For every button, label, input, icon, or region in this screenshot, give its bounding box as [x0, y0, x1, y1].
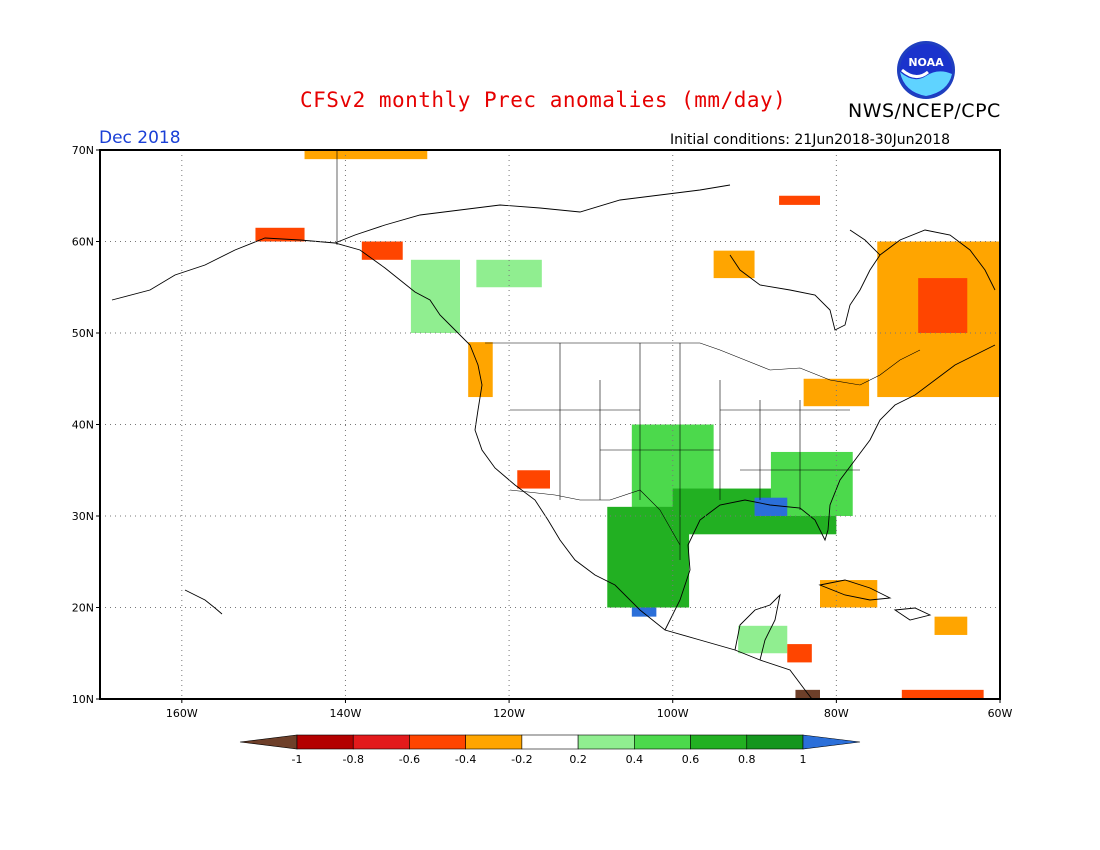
colorbar-label: 0.4: [626, 753, 644, 766]
anomaly-southern-california: [517, 470, 550, 489]
longitude-tick-labels: 160W 140W 120W 100W 80W 60W: [166, 699, 1013, 720]
colorbar-swatch: [352, 734, 410, 750]
lon-tick-label: 120W: [493, 707, 525, 720]
labrador-coast: [879, 229, 996, 291]
anomaly-venezuela-dry: [901, 689, 984, 699]
initial-conditions-label: Initial conditions: 21Jun2018-30Jun2018: [670, 132, 951, 148]
us-canada-border: [485, 342, 921, 386]
anomaly-bc-coast-wet: [410, 259, 460, 333]
anomaly-northern-bc-wet: [476, 259, 542, 288]
arctic-coast: [334, 184, 731, 244]
coastlines: [111, 184, 996, 699]
colorbar-swatch: [577, 734, 635, 750]
anomaly-mexico-central-wet: [607, 506, 690, 608]
colorbar-swatch: [409, 734, 466, 750]
valid-month-label: Dec 2018: [99, 128, 181, 148]
lat-tick-label: 40N: [72, 419, 94, 432]
political-borders: [336, 150, 921, 560]
anomaly-baffin-coast: [779, 195, 820, 205]
colorbar-swatch: [634, 734, 691, 750]
colorbar-swatch: [521, 734, 579, 750]
colorbar-high-arrow: [802, 734, 861, 750]
anomaly-labrador-core: [918, 278, 968, 333]
lat-tick-label: 50N: [72, 327, 94, 340]
anomaly-honduras-dry: [787, 644, 812, 663]
lat-tick-label: 70N: [72, 144, 94, 157]
anomaly-great-lakes: [803, 378, 870, 407]
anomaly-hudson-bay-west: [713, 250, 755, 279]
map-gridlines: [100, 150, 1000, 699]
gulf-coast: [664, 344, 996, 631]
colorbar-swatch: [690, 734, 748, 750]
colorbar-label: 0.2: [569, 753, 587, 766]
colorbar-label: 1: [800, 753, 807, 766]
colorbar-label: -1: [292, 753, 303, 766]
anomaly-puerto-rico-dry: [934, 616, 968, 635]
colorbar-label: -0.4: [455, 753, 476, 766]
colorbar-swatch: [296, 734, 354, 750]
logo-text: NOAA: [908, 56, 944, 69]
colorbar-swatch: [465, 734, 523, 750]
lon-tick-label: 100W: [657, 707, 689, 720]
lon-tick-label: 140W: [330, 707, 362, 720]
colorbar: -1 -0.8 -0.6 -0.4 -0.2 0.2 0.4 0.6 0.8 1: [239, 734, 861, 766]
lat-tick-label: 20N: [72, 602, 94, 615]
lon-tick-label: 160W: [166, 707, 198, 720]
hawaii-outline: [184, 589, 223, 615]
lon-tick-label: 80W: [824, 707, 849, 720]
us-mexico-border: [509, 489, 681, 546]
lat-tick-label: 60N: [72, 236, 94, 249]
lat-tick-label: 10N: [72, 693, 94, 706]
yucatan-coast: [734, 593, 781, 661]
state-borders: [510, 343, 860, 560]
anomaly-texas-louisiana-core: [754, 497, 788, 516]
colorbar-low-arrow: [239, 734, 298, 750]
lon-tick-label: 60W: [988, 707, 1013, 720]
colorbar-label: 0.6: [682, 753, 700, 766]
cuba-outline: [818, 579, 892, 601]
anomaly-cuba-dry: [820, 580, 878, 608]
colorbar-label: -0.6: [399, 753, 420, 766]
colorbar-label: -0.8: [342, 753, 363, 766]
anomaly-alaska-north-coast: [304, 150, 428, 160]
colorbar-label: -0.2: [511, 753, 532, 766]
noaa-logo-icon: NOAA: [897, 41, 955, 99]
chart-title: CFSv2 monthly Prec anomalies (mm/day): [300, 88, 787, 112]
anomaly-alaska-panhandle: [361, 241, 403, 260]
agency-label: NWS/NCEP/CPC: [848, 100, 1001, 122]
lat-tick-label: 30N: [72, 510, 94, 523]
hudson-bay: [729, 229, 881, 331]
colorbar-swatch: [746, 734, 804, 750]
colorbar-label: 0.8: [738, 753, 756, 766]
anomaly-panama-dry: [795, 689, 820, 699]
hispaniola-outline: [893, 607, 932, 621]
anomaly-regions: [255, 150, 1000, 699]
latitude-tick-labels: 70N 60N 50N 40N 30N 20N 10N: [72, 144, 100, 706]
